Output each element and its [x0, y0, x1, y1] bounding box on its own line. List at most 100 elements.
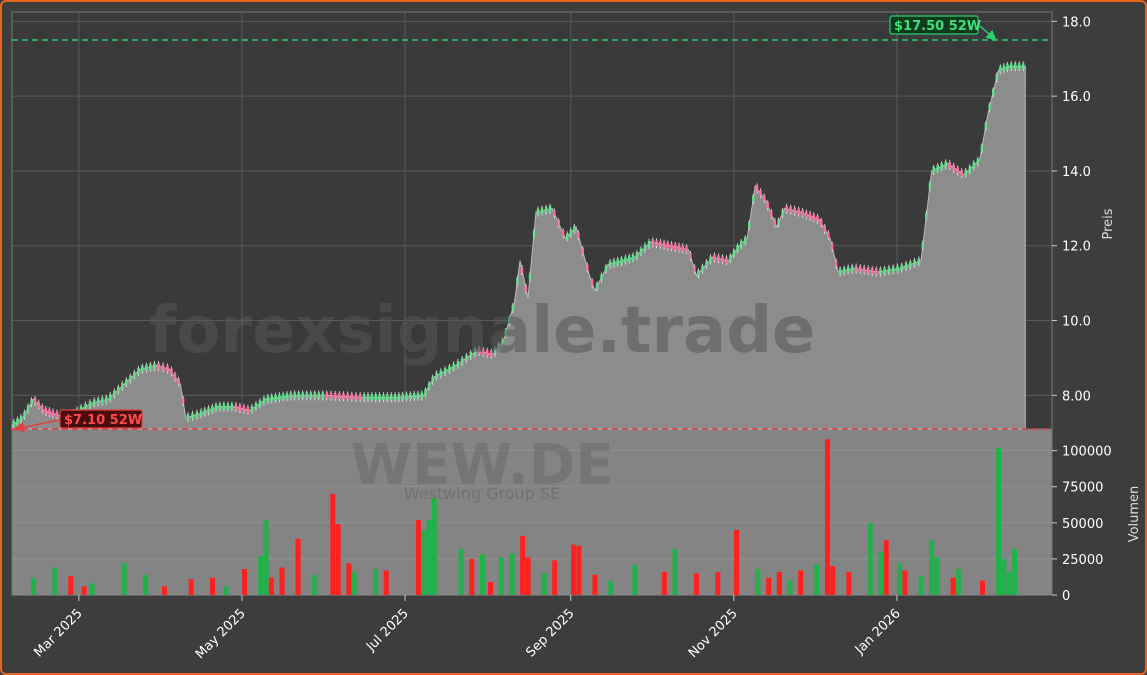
volume-bar-down	[576, 545, 582, 595]
volume-bar-down	[81, 586, 87, 595]
candle-body	[55, 411, 59, 418]
candle-body	[717, 255, 720, 262]
candle-body	[709, 256, 712, 263]
candle-body	[666, 242, 670, 249]
candle-body	[420, 392, 424, 399]
candle-body	[226, 403, 230, 410]
candle-body	[497, 343, 500, 350]
candle-body	[1006, 63, 1009, 70]
candle-body	[854, 265, 858, 272]
volume-bar-up	[672, 548, 678, 595]
candle-body	[725, 257, 728, 264]
volume-bar-down	[242, 569, 248, 595]
volume-bar-down	[161, 586, 167, 595]
volume-bar-down	[661, 571, 667, 595]
candle-body	[117, 386, 120, 393]
candle-body	[659, 240, 662, 247]
candle-body	[203, 408, 206, 415]
candle-body	[289, 392, 293, 399]
high-52w-badge	[889, 15, 979, 35]
candle-body	[909, 261, 912, 268]
candle-body	[991, 89, 995, 96]
candle-body	[808, 212, 812, 219]
candle-body	[378, 394, 381, 401]
candle-body	[157, 363, 160, 370]
candle-body	[766, 202, 769, 209]
candle-body	[842, 267, 846, 274]
candle-body	[79, 406, 83, 413]
candle-body	[346, 393, 349, 400]
candle-body	[812, 214, 815, 221]
volume-tick-label: 100000	[1062, 445, 1112, 460]
candle-body	[309, 392, 312, 399]
candle-body	[456, 360, 460, 367]
candle-body	[759, 190, 762, 197]
candle-body	[238, 404, 242, 411]
volume-bar-up	[1001, 558, 1007, 595]
volume-bar-down	[346, 563, 352, 595]
candle-body	[439, 370, 443, 377]
candle-body	[536, 208, 540, 215]
candle-body	[274, 394, 277, 401]
volume-bar-up	[351, 571, 357, 595]
candle-body	[84, 403, 87, 410]
candle-body	[1010, 63, 1013, 70]
candle-body	[624, 256, 627, 263]
candle-body	[797, 208, 800, 215]
candle-body	[266, 395, 270, 402]
candle-body	[101, 397, 104, 404]
candle-body	[816, 215, 819, 222]
volume-bar-up	[458, 548, 464, 595]
candle-body	[207, 407, 210, 414]
candle-body	[354, 393, 358, 400]
candle-body	[900, 264, 903, 271]
candle-body	[883, 267, 886, 274]
candle-body	[166, 365, 169, 372]
volume-bar-up	[632, 564, 638, 595]
volume-tick-label: 75000	[1062, 481, 1103, 496]
candle-body	[823, 225, 826, 232]
candle-body	[913, 259, 916, 266]
volume-bar-down	[295, 538, 301, 595]
x-tick-label: Jan 2026	[852, 606, 904, 658]
candle-body	[862, 266, 866, 273]
candle-body	[230, 403, 234, 410]
candle-body	[293, 392, 296, 399]
candle-body	[486, 349, 489, 356]
candle-body	[956, 167, 959, 174]
candle-body	[590, 280, 594, 287]
candle-body	[409, 393, 412, 400]
candle-body	[755, 185, 759, 192]
volume-bar-up	[223, 586, 229, 595]
candle-body	[211, 405, 214, 412]
candle-body	[544, 206, 548, 213]
candle-body	[508, 317, 511, 324]
candle-body	[928, 182, 932, 189]
candle-body	[827, 232, 830, 239]
volume-bar-up	[934, 557, 940, 595]
candle-body	[270, 395, 273, 402]
candle-body	[482, 348, 485, 355]
candle-body	[948, 161, 951, 168]
candle-body	[697, 270, 700, 277]
candle-body	[386, 394, 389, 401]
candle-body	[199, 410, 203, 417]
candle-body	[427, 382, 431, 389]
high-52w-label: $17.50 52W	[894, 19, 981, 34]
candle-body	[181, 397, 185, 404]
candle-body	[940, 163, 943, 170]
volume-bar-up	[89, 583, 95, 595]
x-tick-label: Nov 2025	[686, 606, 741, 661]
x-tick-label: Jul 2025	[363, 606, 412, 655]
candle-body	[33, 397, 37, 404]
volume-bar-up	[431, 498, 437, 595]
volume-bar-down	[279, 567, 285, 595]
candle-body	[896, 265, 899, 272]
watermark-ticker: WEW.DE	[350, 433, 613, 498]
candle-body	[721, 256, 724, 263]
candle-body	[477, 347, 481, 354]
volume-bar-up	[929, 540, 935, 595]
candle-body	[960, 170, 963, 177]
candle-body	[285, 393, 289, 400]
